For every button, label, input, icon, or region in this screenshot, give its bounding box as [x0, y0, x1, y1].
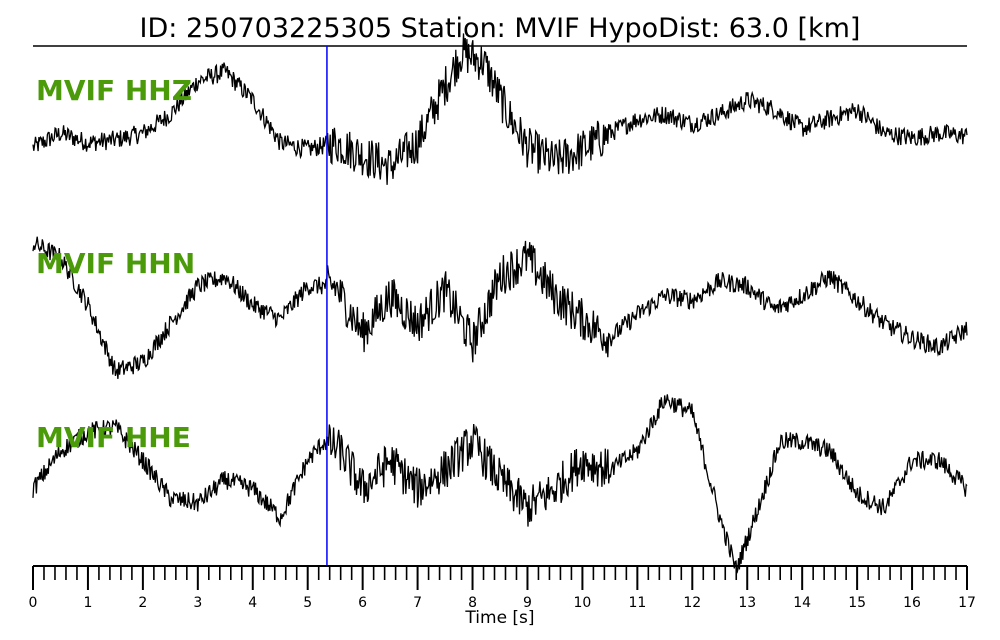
x-tick-label: 12 [683, 595, 701, 611]
x-tick-label: 8 [468, 595, 477, 611]
channel-label-group: MVIF HHZ MVIF HHN MVIF HHE [36, 74, 195, 454]
x-tick-label: 6 [358, 595, 367, 611]
x-tick-label: 14 [793, 595, 811, 611]
x-tick-label: 1 [83, 595, 92, 611]
trace-mvif-hhz [32, 33, 968, 185]
channel-label-mvif-hhe: MVIF HHE [36, 421, 191, 454]
channel-label-mvif-hhz: MVIF HHZ [36, 74, 192, 107]
x-tick-label: 13 [738, 595, 756, 611]
channel-label-mvif-hhn: MVIF HHN [36, 247, 195, 280]
x-tick-label: 10 [573, 595, 591, 611]
x-tick-label: 3 [193, 595, 202, 611]
trace-mvif-hhn [32, 236, 968, 379]
x-tick-label: 7 [413, 595, 422, 611]
x-tick-label: 16 [903, 595, 921, 611]
x-tick-label: 5 [303, 595, 312, 611]
trace-mvif-hhe [32, 394, 968, 574]
x-tick-label: 0 [29, 595, 38, 611]
x-tick-label: 17 [958, 595, 976, 611]
x-tick-label: 4 [248, 595, 257, 611]
x-tick-label: 15 [848, 595, 866, 611]
x-tick-label: 11 [628, 595, 646, 611]
x-axis-label: Time [s] [464, 608, 534, 628]
x-tick-label: 9 [523, 595, 532, 611]
chart-title: ID: 250703225305 Station: MVIF HypoDist:… [140, 13, 861, 44]
trace-group [32, 33, 968, 574]
x-tick-label: 2 [138, 595, 147, 611]
time-axis: 0 1 2 3 4 5 6 7 8 9 10 11 12 13 14 15 16 17 [29, 565, 976, 611]
